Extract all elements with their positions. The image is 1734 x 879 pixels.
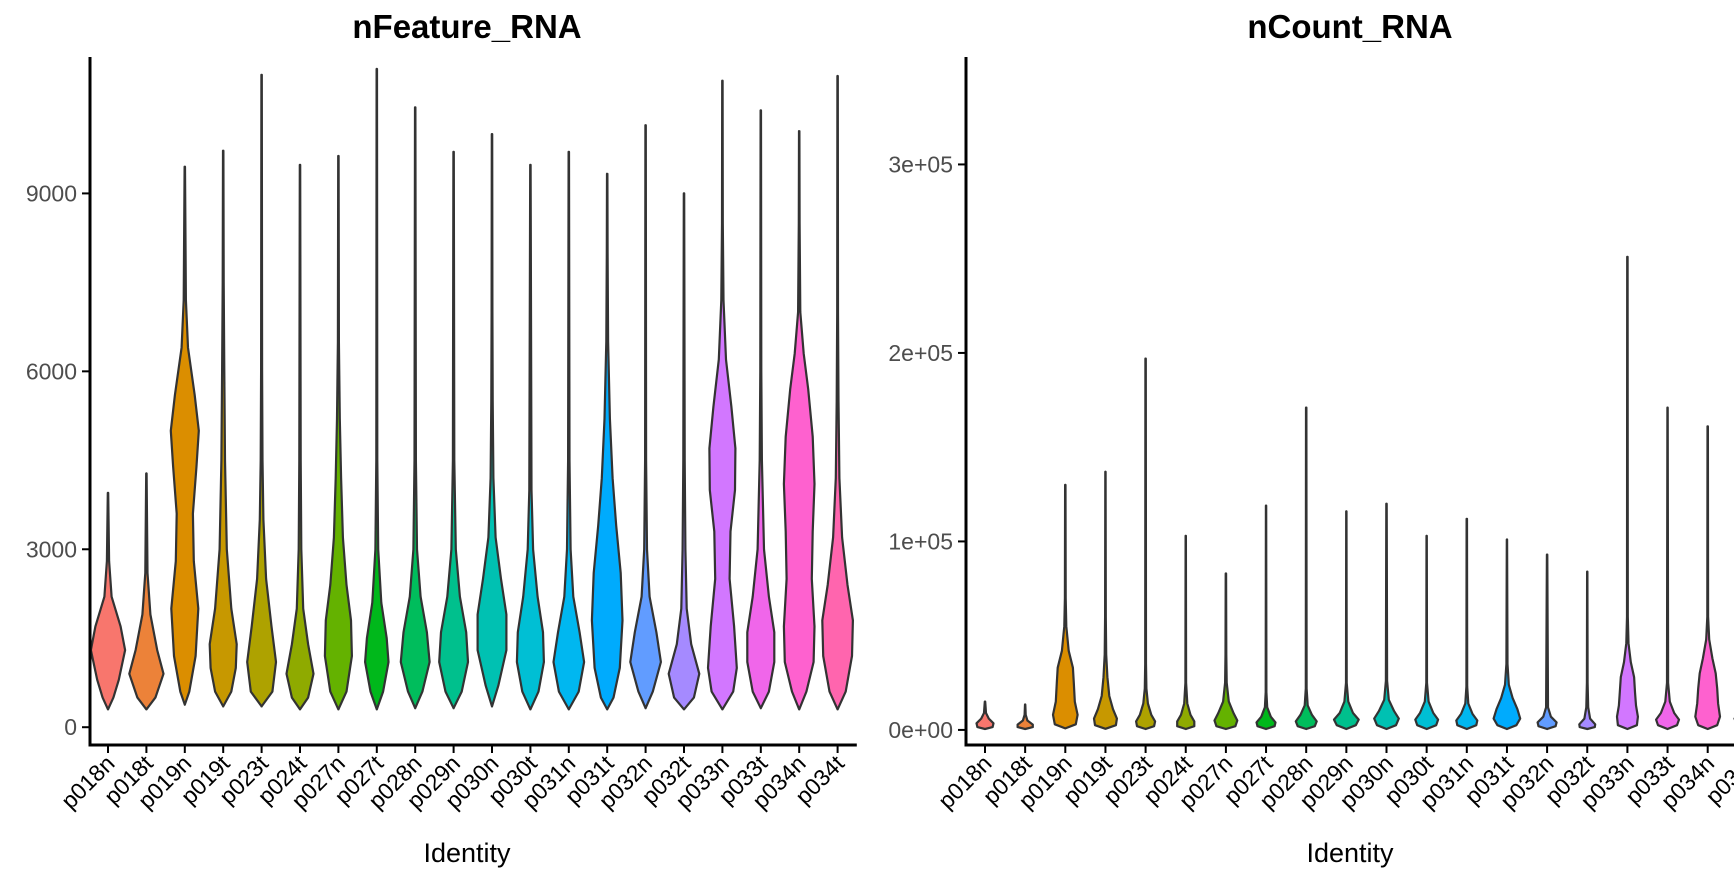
violin-p033t bbox=[1655, 406, 1681, 731]
x-axis-label: Identity bbox=[1306, 838, 1394, 868]
violin-group bbox=[975, 255, 1734, 731]
violin-p019t bbox=[208, 149, 238, 708]
y-tick-label: 9000 bbox=[26, 180, 77, 206]
y-tick-label: 0e+00 bbox=[888, 717, 953, 743]
x-axis-label: Identity bbox=[423, 838, 511, 868]
violin-p030t bbox=[1414, 534, 1440, 731]
x-ticks: p018np018tp019np019tp023tp024tp027np027t… bbox=[933, 745, 1734, 814]
violin-p029n bbox=[438, 150, 470, 710]
violin-p018n bbox=[89, 491, 127, 711]
violin-p031n bbox=[552, 150, 586, 711]
y-ticks: 0 3000 6000 9000 bbox=[26, 180, 90, 740]
violin-p030t bbox=[515, 163, 545, 711]
violin-p023t bbox=[246, 73, 278, 708]
violin-p030n bbox=[476, 133, 508, 708]
violin-p032t bbox=[1578, 570, 1597, 731]
y-tick-label: 1e+05 bbox=[888, 528, 953, 554]
violin-p033n bbox=[706, 79, 738, 711]
violin-p018t bbox=[128, 472, 165, 711]
violin-p023t bbox=[1135, 357, 1157, 731]
violin-p031t bbox=[1492, 538, 1522, 731]
violin-p034n bbox=[1694, 425, 1722, 731]
y-tick-label: 3000 bbox=[26, 536, 77, 562]
violin-p024t bbox=[285, 163, 315, 711]
violin-p033t bbox=[746, 109, 776, 710]
violin-p032n bbox=[1536, 553, 1558, 731]
y-tick-label: 2e+05 bbox=[888, 340, 953, 366]
violin-p029n bbox=[1332, 510, 1360, 731]
violin-p027t bbox=[364, 67, 390, 711]
violin-p034t bbox=[821, 74, 854, 711]
violin-p030n bbox=[1373, 502, 1400, 731]
violin-p027n bbox=[1213, 572, 1239, 731]
chart-title: nCount_RNA bbox=[1247, 8, 1452, 45]
chart-title: nFeature_RNA bbox=[352, 8, 581, 45]
violin-group bbox=[89, 67, 854, 711]
violin-p034n bbox=[782, 130, 816, 711]
violin-p018t bbox=[1016, 703, 1034, 731]
violin-p018n bbox=[975, 700, 995, 731]
violin-p019t bbox=[1092, 470, 1118, 730]
violin-p031t bbox=[590, 172, 624, 711]
ncount-rna-panel: nCount_RNA 0e+00 1e+05 2e+05 3e+05 p018np01… bbox=[888, 8, 1734, 868]
violin-p027t bbox=[1255, 504, 1277, 731]
nfeature-rna-panel: nFeature_RNA 0 3000 6000 9000 p018np018tp01… bbox=[26, 8, 857, 868]
violin-p028n bbox=[1294, 406, 1318, 731]
y-tick-label: 0 bbox=[64, 714, 77, 740]
y-tick-label: 3e+05 bbox=[888, 151, 953, 177]
violin-p027n bbox=[323, 154, 353, 711]
violin-p024t bbox=[1176, 534, 1196, 731]
y-tick-label: 6000 bbox=[26, 358, 77, 384]
violin-p019n bbox=[1051, 483, 1079, 730]
violin-p033n bbox=[1615, 255, 1639, 731]
x-ticks: p018np018tp019np019tp023tp024tp027np027t… bbox=[56, 745, 850, 814]
violin-p019n bbox=[169, 165, 200, 706]
violin-p031n bbox=[1455, 517, 1479, 731]
violin-p032n bbox=[629, 124, 662, 710]
y-ticks: 0e+00 1e+05 2e+05 3e+05 bbox=[888, 151, 966, 743]
violin-p032t bbox=[667, 192, 701, 711]
violin-p028n bbox=[399, 106, 431, 710]
